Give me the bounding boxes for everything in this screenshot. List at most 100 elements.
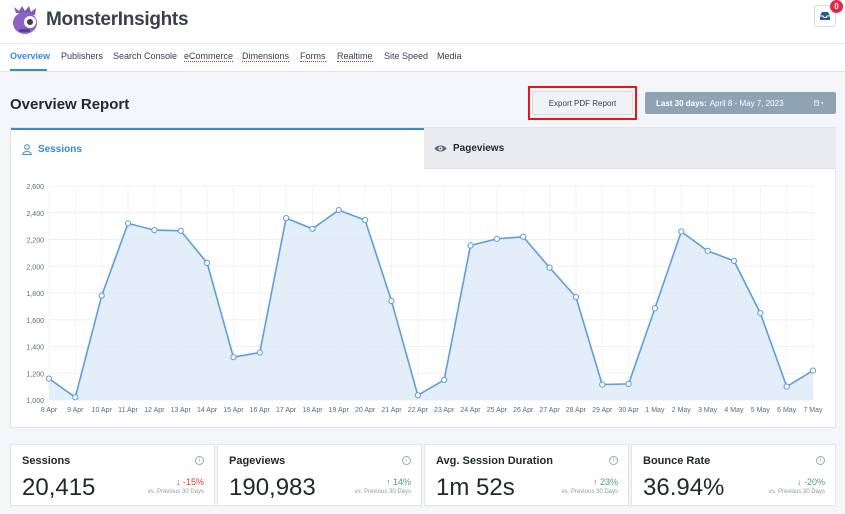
y-tick-label: 1,600 (26, 318, 44, 325)
data-point (783, 383, 790, 390)
data-point (203, 259, 211, 267)
tab-overview[interactable]: Overview (10, 51, 51, 61)
data-point (678, 228, 685, 235)
data-point (441, 376, 448, 384)
monster-logo-icon (13, 6, 37, 34)
tab-realtime[interactable]: Realtime (337, 51, 373, 62)
x-tick-label: 30 Apr (618, 407, 639, 414)
x-tick-label: 10 Apr (92, 407, 113, 414)
x-tick-label: 7 May (803, 407, 823, 414)
notifications-button[interactable]: 0 (814, 0, 843, 27)
stat-value: 1m 52s (436, 474, 515, 501)
data-point (757, 309, 764, 317)
x-tick-label: 12 Apr (144, 407, 165, 414)
tab-sessions[interactable]: Sessions (11, 128, 424, 169)
data-point (730, 257, 738, 265)
tab-site-speed[interactable]: Site Speed (384, 51, 429, 61)
x-tick-label: 28 Apr (566, 407, 587, 414)
x-tick-label: 21 Apr (381, 407, 402, 414)
data-point (177, 227, 184, 234)
x-tick-label: 27 Apr (539, 407, 560, 414)
stat-comparison: vs. Previous 30 Days (768, 489, 825, 495)
info-icon[interactable]: i (816, 456, 825, 465)
chart-panel: Sessions Pageviews 2,600 2,400 2,200 2,000 1… (10, 127, 836, 428)
data-point (151, 227, 158, 234)
data-point (309, 225, 316, 232)
date-range-button[interactable]: Last 30 days: April 8 - May 7, 2023 (645, 92, 836, 114)
stat-change: ↓ -20% (796, 477, 825, 487)
tab-pageviews-label: Pageviews (453, 142, 505, 154)
data-point (809, 367, 817, 374)
info-icon[interactable]: i (609, 456, 618, 465)
info-icon[interactable]: i (402, 456, 411, 465)
tab-pageviews[interactable]: Pageviews (424, 128, 836, 169)
x-tick-label: 19 Apr (329, 407, 350, 414)
brand-name: MonsterInsights (46, 9, 189, 30)
stats-row: Sessions i 20,415 ↓ -15% vs. Previous 30… (10, 444, 836, 506)
stat-change: ↓ -15% (175, 477, 204, 487)
y-tick-label: 2,600 (26, 184, 44, 191)
export-pdf-button[interactable]: Export PDF Report (532, 91, 633, 115)
calendar-icon (814, 100, 824, 106)
data-point (651, 305, 659, 312)
data-point (283, 215, 290, 222)
y-tick-label: 1,000 (26, 398, 44, 405)
tab-publishers[interactable]: Publishers (61, 51, 104, 61)
x-tick-label: 25 Apr (487, 407, 508, 414)
data-point (572, 293, 579, 301)
tab-forms[interactable]: Forms (300, 51, 326, 62)
stat-label: Avg. Session Duration (436, 455, 553, 467)
x-tick-label: 11 Apr (118, 407, 138, 414)
y-tick-label: 1,400 (26, 345, 44, 352)
data-point (362, 217, 369, 224)
x-tick-label: 9 Apr (67, 407, 84, 414)
x-tick-label: 5 May (751, 407, 771, 414)
stat-bounce-rate: Bounce Rate i 36.94% ↓ -20% vs. Previous… (631, 444, 836, 506)
data-point (704, 247, 711, 254)
data-point (493, 235, 500, 242)
data-point (230, 354, 237, 361)
stat-sessions: Sessions i 20,415 ↓ -15% vs. Previous 30… (10, 444, 215, 506)
x-tick-label: 20 Apr (355, 407, 376, 414)
x-tick-label: 2 May (672, 407, 692, 414)
tab-dimensions[interactable]: Dimensions (242, 51, 290, 62)
page-title: Overview Report (10, 96, 130, 113)
data-point (520, 233, 527, 240)
stat-value: 190,983 (229, 474, 316, 501)
tab-ecommerce[interactable]: eCommerce (184, 51, 234, 62)
y-tick-label: 2,000 (26, 264, 44, 271)
x-tick-label: 14 Apr (197, 407, 218, 414)
y-tick-label: 1,200 (26, 371, 44, 378)
stat-comparison: vs. Previous 30 Days (561, 489, 618, 495)
tab-media[interactable]: Media (437, 51, 462, 61)
x-tick-label: 4 May (724, 407, 744, 414)
stat-value: 20,415 (22, 474, 96, 501)
sessions-chart: 2,600 2,400 2,200 2,000 1,800 1,600 1,400 1,200… (26, 184, 823, 414)
eye-icon (434, 145, 447, 151)
data-point (335, 206, 342, 214)
report-tabs: Overview Publishers Search Console eComm… (0, 43, 845, 72)
data-point (98, 292, 105, 299)
data-point (256, 349, 263, 356)
data-point (124, 220, 132, 227)
stat-value: 36.94% (643, 474, 725, 501)
data-point (467, 242, 474, 249)
stat-change: ↑ 23% (592, 477, 618, 487)
y-tick-label: 2,200 (26, 238, 44, 245)
data-point (546, 264, 553, 271)
stat-pageviews: Pageviews i 190,983 ↑ 14% vs. Previous 3… (217, 444, 422, 506)
stat-change: ↑ 14% (385, 477, 411, 487)
y-tick-label: 1,800 (26, 291, 44, 298)
inbox-icon (820, 12, 830, 20)
info-icon[interactable]: i (195, 456, 204, 465)
x-tick-label: 13 Apr (171, 407, 192, 414)
x-tick-label: 29 Apr (592, 407, 613, 414)
tab-search-console[interactable]: Search Console (113, 51, 178, 61)
logo[interactable]: MonsterInsights (10, 5, 189, 35)
sessions-area (49, 210, 813, 400)
tab-sessions-label: Sessions (38, 144, 82, 155)
top-bar: MonsterInsights 0 (0, 0, 845, 43)
x-tick-label: 1 May (645, 407, 665, 414)
stat-label: Pageviews (229, 455, 286, 467)
stat-comparison: vs. Previous 30 Days (354, 489, 411, 495)
